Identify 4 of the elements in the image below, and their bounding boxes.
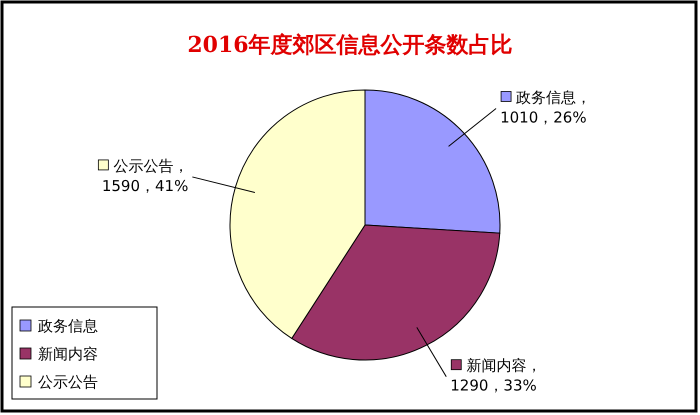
legend-label: 政务信息 <box>38 317 98 335</box>
legend-label: 新闻内容 <box>38 345 98 363</box>
chart-title: 2016年度郊区信息公开条数占比 <box>187 32 513 58</box>
legend-label: 公示公告 <box>38 373 98 391</box>
